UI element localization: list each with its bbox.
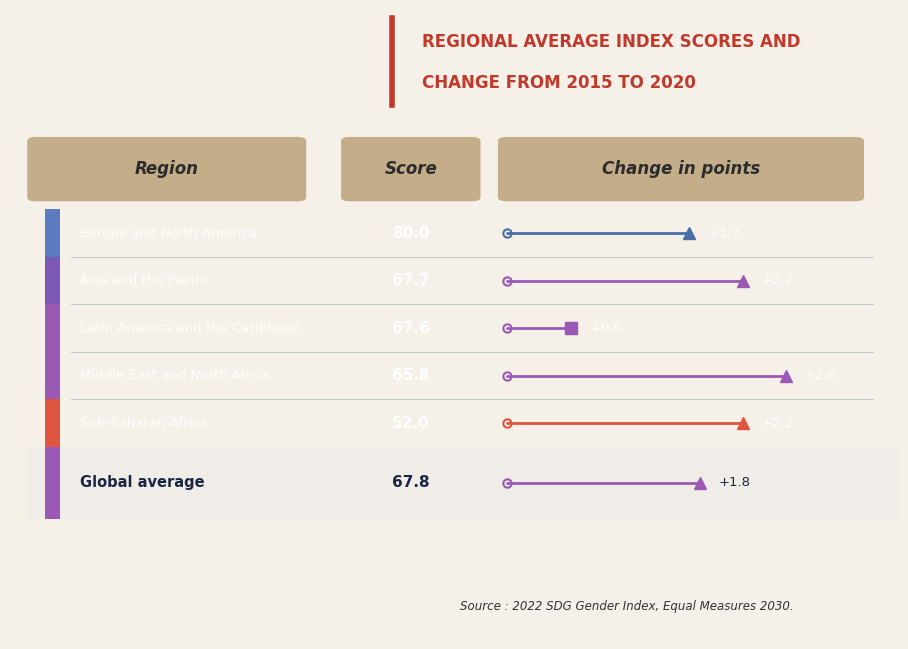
Text: 67.8: 67.8 bbox=[392, 476, 429, 491]
Bar bbox=[44, 447, 60, 519]
Bar bbox=[44, 304, 60, 352]
FancyBboxPatch shape bbox=[498, 137, 864, 201]
Text: REGIONAL AVERAGE INDEX SCORES AND: REGIONAL AVERAGE INDEX SCORES AND bbox=[422, 33, 801, 51]
Text: Asia and the Pacific: Asia and the Pacific bbox=[80, 274, 210, 287]
Text: Source : 2022 SDG Gender Index, Equal Measures 2030.: Source : 2022 SDG Gender Index, Equal Me… bbox=[459, 600, 794, 613]
Text: 65.8: 65.8 bbox=[392, 368, 429, 383]
Text: Sub-Saharan Africa: Sub-Saharan Africa bbox=[80, 417, 207, 430]
Text: Europe and North America: Europe and North America bbox=[80, 227, 256, 239]
Text: +2.2: +2.2 bbox=[762, 417, 794, 430]
Bar bbox=[44, 257, 60, 304]
Text: Score: Score bbox=[384, 160, 437, 178]
FancyBboxPatch shape bbox=[27, 137, 306, 201]
Text: +1.7: +1.7 bbox=[708, 227, 740, 239]
Text: +0.6: +0.6 bbox=[590, 321, 622, 335]
Bar bbox=[44, 352, 60, 399]
Text: Region: Region bbox=[134, 160, 199, 178]
Text: +1.8: +1.8 bbox=[719, 476, 751, 489]
Text: Latin America and the Caribbean: Latin America and the Caribbean bbox=[80, 321, 300, 335]
FancyBboxPatch shape bbox=[341, 137, 480, 201]
Text: +2.2: +2.2 bbox=[762, 274, 794, 287]
Text: 67.6: 67.6 bbox=[392, 321, 429, 336]
Text: 52.0: 52.0 bbox=[392, 415, 429, 430]
Text: Change in points: Change in points bbox=[602, 160, 760, 178]
Text: 80.0: 80.0 bbox=[392, 226, 429, 241]
Bar bbox=[44, 399, 60, 447]
Text: 67.7: 67.7 bbox=[392, 273, 429, 288]
Text: CHANGE FROM 2015 TO 2020: CHANGE FROM 2015 TO 2020 bbox=[422, 74, 696, 92]
Bar bbox=[44, 210, 60, 257]
Bar bbox=[27, 447, 899, 519]
Text: Global average: Global average bbox=[80, 476, 204, 491]
Text: +2.6: +2.6 bbox=[804, 369, 837, 382]
Text: Middle East and North Africa: Middle East and North Africa bbox=[80, 369, 270, 382]
